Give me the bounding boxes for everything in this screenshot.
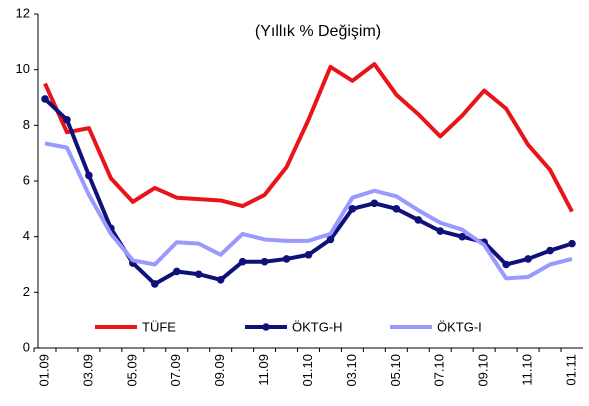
x-tick-label: 07.10: [432, 354, 447, 387]
point: [304, 250, 313, 259]
x-tick-label: 07.09: [168, 354, 183, 387]
point: [524, 255, 532, 263]
point: [150, 280, 159, 288]
point: [502, 260, 510, 269]
series-line: [43, 62, 574, 213]
y-tick-label: 8: [23, 117, 30, 132]
point: [392, 205, 401, 213]
point: [216, 276, 225, 284]
y-tick-label: 12: [16, 5, 30, 20]
series-line: [44, 141, 573, 281]
x-tick-label: 01.10: [300, 354, 315, 387]
point: [370, 199, 379, 208]
point: [348, 205, 357, 213]
y-tick-label: 4: [23, 228, 30, 243]
point: [172, 267, 181, 276]
x-tick-label: 03.09: [80, 354, 95, 387]
x-tick-label: 11.10: [520, 354, 535, 386]
y-tick-label: 6: [23, 172, 30, 187]
x-tick-label: 01.11: [563, 354, 578, 386]
legend-label: ÖKTG-H: [292, 319, 343, 334]
x-tick-label: 05.10: [388, 354, 403, 387]
x-tick-label: 11.09: [256, 354, 271, 386]
legend-label: ÖKTG-I: [437, 319, 482, 334]
point: [568, 239, 576, 248]
y-tick-label: 0: [23, 339, 30, 354]
y-tick-label: 10: [16, 61, 30, 76]
point: [414, 216, 423, 224]
point: [41, 95, 49, 103]
x-tick-label: 05.09: [124, 354, 139, 387]
x-tick-label: 09.09: [212, 354, 227, 387]
point: [238, 257, 247, 266]
point: [63, 115, 71, 124]
point: [546, 246, 554, 255]
legend-label: TÜFE: [142, 319, 176, 334]
x-tick-label: 09.10: [476, 354, 491, 387]
point: [282, 255, 291, 263]
point: [85, 171, 93, 180]
y-tick-label: 2: [23, 284, 30, 299]
point: [458, 232, 467, 241]
x-tick-label: 03.10: [344, 354, 359, 387]
point: [194, 270, 203, 279]
x-tick-label: 01.09: [36, 354, 51, 387]
legend-marker: [262, 323, 270, 331]
chart-title: (Yıllık % Değişim): [255, 23, 381, 40]
point: [436, 227, 445, 235]
point: [326, 235, 335, 244]
point: [260, 257, 269, 266]
